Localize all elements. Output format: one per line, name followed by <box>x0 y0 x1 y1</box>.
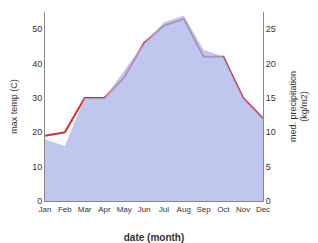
svg-text:med. precipitation(kg/m2): med. precipitation(kg/m2) <box>288 71 310 142</box>
svg-text:Jan: Jan <box>39 205 52 214</box>
svg-text:Nov: Nov <box>236 205 250 214</box>
svg-text:25: 25 <box>266 24 276 34</box>
svg-text:0: 0 <box>37 196 42 206</box>
svg-text:10: 10 <box>32 162 42 172</box>
svg-text:max temp (C): max temp (C) <box>9 79 19 134</box>
svg-text:40: 40 <box>32 59 42 69</box>
svg-text:0: 0 <box>266 196 271 206</box>
svg-text:Dec: Dec <box>256 205 270 214</box>
svg-text:10: 10 <box>266 127 276 137</box>
svg-text:20: 20 <box>266 59 276 69</box>
svg-text:Mar: Mar <box>78 205 92 214</box>
svg-text:15: 15 <box>266 93 276 103</box>
svg-text:30: 30 <box>32 93 42 103</box>
svg-text:Apr: Apr <box>98 205 111 214</box>
svg-text:Feb: Feb <box>58 205 72 214</box>
svg-text:Oct: Oct <box>217 205 230 214</box>
svg-text:Jul: Jul <box>159 205 169 214</box>
svg-text:50: 50 <box>32 24 42 34</box>
svg-text:Sep: Sep <box>196 205 211 214</box>
svg-text:Aug: Aug <box>177 205 191 214</box>
svg-text:May: May <box>117 205 132 214</box>
svg-text:date (month): date (month) <box>124 232 185 243</box>
svg-text:Jun: Jun <box>138 205 151 214</box>
svg-text:20: 20 <box>32 127 42 137</box>
svg-text:5: 5 <box>266 162 271 172</box>
